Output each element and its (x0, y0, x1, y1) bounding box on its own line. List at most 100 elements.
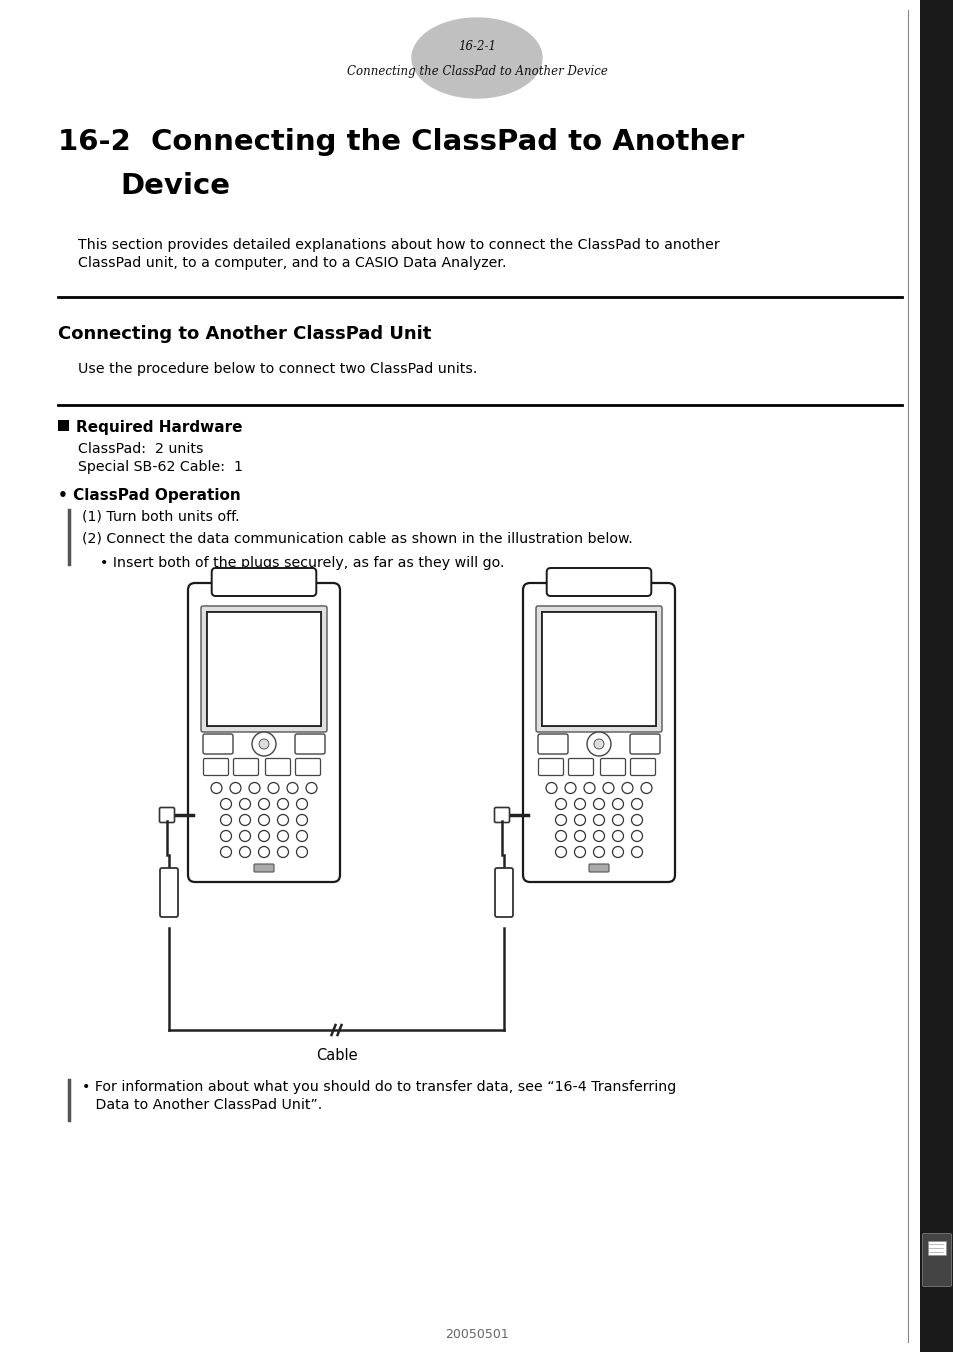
Text: 16-2-1: 16-2-1 (457, 39, 496, 53)
Text: Special SB-62 Cable:  1: Special SB-62 Cable: 1 (78, 460, 243, 475)
FancyBboxPatch shape (568, 758, 593, 776)
FancyBboxPatch shape (629, 734, 659, 754)
Bar (207, 612, 320, 726)
Circle shape (612, 830, 623, 841)
Text: 16-2  Connecting the ClassPad to Another: 16-2 Connecting the ClassPad to Another (58, 128, 743, 155)
Bar (207, 612, 320, 726)
FancyBboxPatch shape (537, 734, 567, 754)
FancyBboxPatch shape (233, 758, 258, 776)
Circle shape (258, 846, 269, 857)
Text: Use the procedure below to connect two ClassPad units.: Use the procedure below to connect two C… (78, 362, 476, 376)
Circle shape (593, 814, 604, 826)
Circle shape (268, 783, 278, 794)
Circle shape (631, 830, 641, 841)
Bar (927, 1241, 945, 1255)
Circle shape (277, 846, 288, 857)
Ellipse shape (412, 18, 541, 97)
Circle shape (594, 740, 603, 749)
FancyBboxPatch shape (159, 807, 174, 822)
Circle shape (296, 814, 307, 826)
FancyBboxPatch shape (160, 868, 178, 917)
FancyBboxPatch shape (203, 734, 233, 754)
Circle shape (211, 783, 222, 794)
Circle shape (583, 783, 595, 794)
Circle shape (612, 814, 623, 826)
Circle shape (220, 814, 232, 826)
Circle shape (239, 799, 251, 810)
Circle shape (220, 799, 232, 810)
Circle shape (239, 846, 251, 857)
FancyBboxPatch shape (494, 807, 509, 822)
Circle shape (593, 830, 604, 841)
FancyBboxPatch shape (588, 864, 608, 872)
Circle shape (258, 814, 269, 826)
FancyBboxPatch shape (922, 1233, 950, 1287)
Circle shape (574, 830, 585, 841)
FancyBboxPatch shape (495, 868, 513, 917)
Circle shape (220, 830, 232, 841)
FancyBboxPatch shape (295, 758, 320, 776)
Text: • ClassPad Operation: • ClassPad Operation (58, 488, 240, 503)
Circle shape (258, 830, 269, 841)
Circle shape (287, 783, 297, 794)
Circle shape (621, 783, 633, 794)
Text: • Insert both of the plugs securely, as far as they will go.: • Insert both of the plugs securely, as … (100, 556, 504, 571)
Circle shape (296, 799, 307, 810)
FancyBboxPatch shape (294, 734, 325, 754)
Circle shape (296, 830, 307, 841)
FancyBboxPatch shape (522, 583, 675, 882)
Text: Cable: Cable (315, 1048, 357, 1063)
FancyBboxPatch shape (536, 606, 661, 731)
Circle shape (239, 814, 251, 826)
Circle shape (252, 731, 275, 756)
FancyBboxPatch shape (212, 568, 316, 596)
Circle shape (612, 846, 623, 857)
Circle shape (574, 846, 585, 857)
FancyBboxPatch shape (630, 758, 655, 776)
Circle shape (306, 783, 316, 794)
FancyBboxPatch shape (546, 568, 651, 596)
Circle shape (258, 740, 269, 749)
FancyBboxPatch shape (599, 758, 625, 776)
Text: • For information about what you should do to transfer data, see “16-4 Transferr: • For information about what you should … (82, 1080, 676, 1094)
Circle shape (593, 799, 604, 810)
Text: Device: Device (120, 172, 230, 200)
Circle shape (631, 799, 641, 810)
Text: Data to Another ClassPad Unit”.: Data to Another ClassPad Unit”. (82, 1098, 322, 1111)
Circle shape (230, 783, 241, 794)
Text: This section provides detailed explanations about how to connect the ClassPad to: This section provides detailed explanati… (78, 238, 719, 251)
Circle shape (545, 783, 557, 794)
Circle shape (277, 799, 288, 810)
Circle shape (555, 846, 566, 857)
FancyBboxPatch shape (265, 758, 291, 776)
Circle shape (586, 731, 610, 756)
Circle shape (574, 799, 585, 810)
Circle shape (555, 830, 566, 841)
FancyBboxPatch shape (253, 864, 274, 872)
FancyBboxPatch shape (537, 758, 563, 776)
FancyBboxPatch shape (201, 606, 327, 731)
Text: ClassPad:  2 units: ClassPad: 2 units (78, 442, 203, 456)
Text: (2) Connect the data communication cable as shown in the illustration below.: (2) Connect the data communication cable… (82, 531, 632, 546)
FancyBboxPatch shape (188, 583, 339, 882)
Bar (541, 612, 656, 726)
Bar (919, 0, 953, 1352)
Text: Connecting to Another ClassPad Unit: Connecting to Another ClassPad Unit (58, 324, 431, 343)
Bar (58, 420, 69, 431)
Circle shape (220, 846, 232, 857)
Circle shape (574, 814, 585, 826)
Circle shape (555, 799, 566, 810)
Circle shape (593, 846, 604, 857)
Bar (541, 612, 656, 726)
Circle shape (640, 783, 651, 794)
Circle shape (564, 783, 576, 794)
Text: ClassPad unit, to a computer, and to a CASIO Data Analyzer.: ClassPad unit, to a computer, and to a C… (78, 256, 506, 270)
Circle shape (612, 799, 623, 810)
Circle shape (249, 783, 260, 794)
FancyBboxPatch shape (203, 758, 229, 776)
Circle shape (602, 783, 614, 794)
Circle shape (277, 814, 288, 826)
Text: Connecting the ClassPad to Another Device: Connecting the ClassPad to Another Devic… (346, 65, 607, 78)
Text: Required Hardware: Required Hardware (76, 420, 242, 435)
Circle shape (258, 799, 269, 810)
